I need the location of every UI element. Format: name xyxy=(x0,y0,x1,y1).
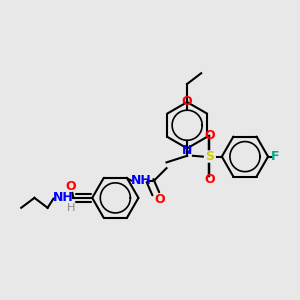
Text: O: O xyxy=(154,193,165,206)
Text: O: O xyxy=(204,129,215,142)
Text: O: O xyxy=(204,173,215,186)
Text: O: O xyxy=(182,95,193,108)
Text: F: F xyxy=(270,150,279,163)
Text: NH: NH xyxy=(131,174,152,187)
Text: H: H xyxy=(67,203,75,213)
Text: O: O xyxy=(65,180,76,193)
Text: NH: NH xyxy=(53,191,74,204)
Text: S: S xyxy=(205,150,214,163)
Text: N: N xyxy=(182,143,192,157)
